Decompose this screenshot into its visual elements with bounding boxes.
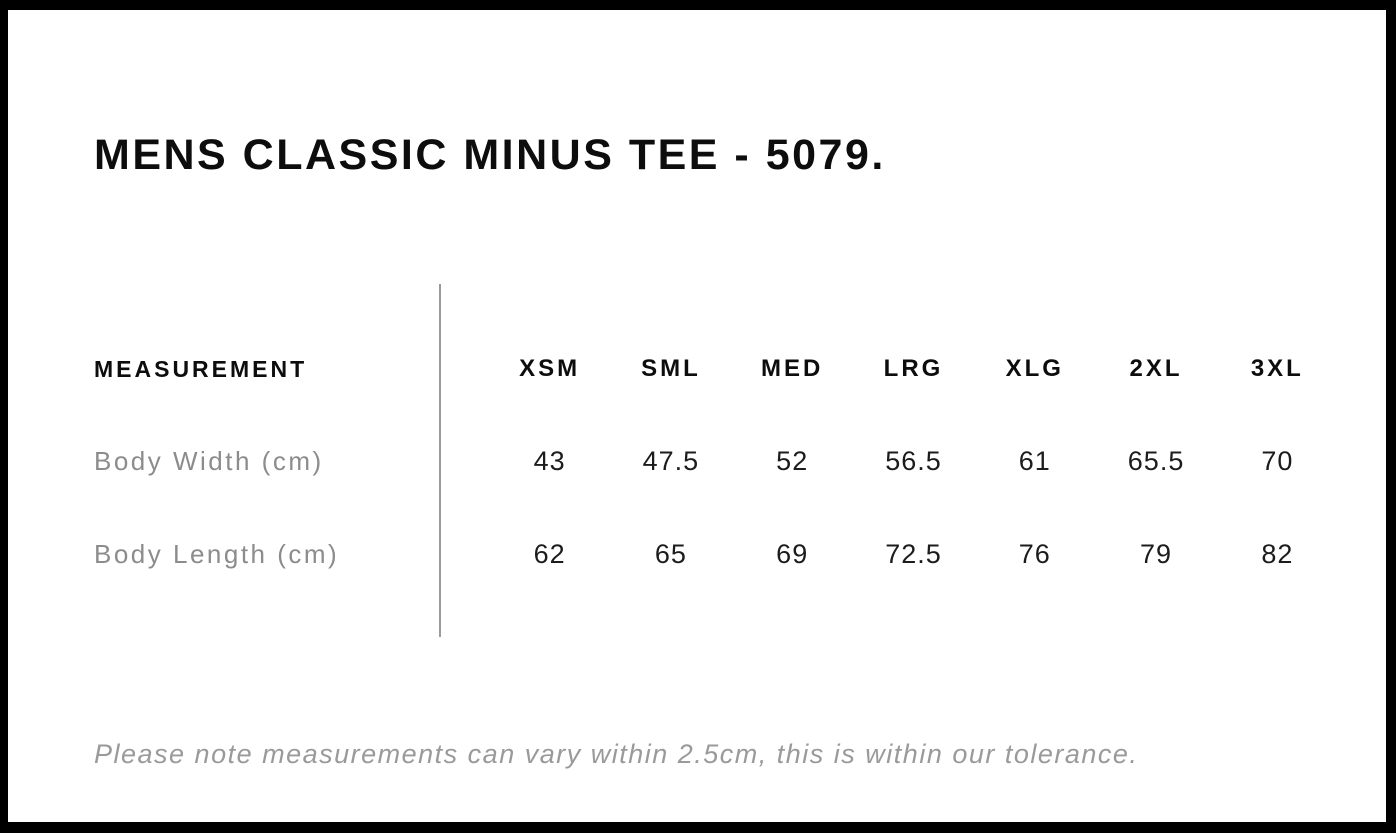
size-column-header-2xl: 2XL: [1129, 355, 1183, 383]
page-title: MENS CLASSIC MINUS TEE - 5079.: [94, 130, 886, 179]
row-label-body-length: Body Length (cm): [94, 538, 340, 569]
body-width-value-3xl: 70: [1261, 446, 1294, 477]
body-length-value-med: 69: [776, 538, 809, 569]
body-length-value-xlg: 76: [1018, 538, 1051, 569]
body-length-value-xsm: 62: [533, 538, 566, 569]
size-column-header-sml: SML: [641, 355, 701, 383]
body-width-value-med: 52: [776, 446, 809, 477]
table-column-divider: [439, 284, 441, 637]
size-column-header-xlg: XLG: [1005, 355, 1064, 383]
size-column-header-3xl: 3XL: [1250, 355, 1304, 383]
size-column-header-lrg: LRG: [883, 355, 944, 383]
body-width-value-xlg: 61: [1018, 446, 1051, 477]
row-label-body-width: Body Width (cm): [94, 446, 324, 477]
body-length-value-sml: 65: [654, 538, 687, 569]
body-width-value-2xl: 65.5: [1127, 446, 1185, 477]
body-width-value-lrg: 56.5: [885, 446, 942, 477]
size-column-header-xsm: XSM: [519, 355, 581, 383]
size-chart-table: MEASUREMENT XSM SML MED LRG XLG 2XL 3XL …: [94, 323, 1338, 601]
size-column-header-med: MED: [761, 355, 824, 383]
body-length-value-3xl: 82: [1261, 538, 1294, 569]
body-width-value-xsm: 43: [533, 446, 566, 477]
tolerance-note: Please note measurements can vary within…: [94, 739, 1139, 769]
body-width-value-sml: 47.5: [642, 446, 700, 477]
measurement-column-header: MEASUREMENT: [94, 355, 308, 382]
body-length-value-lrg: 72.5: [885, 538, 942, 569]
body-length-value-2xl: 79: [1140, 538, 1173, 569]
